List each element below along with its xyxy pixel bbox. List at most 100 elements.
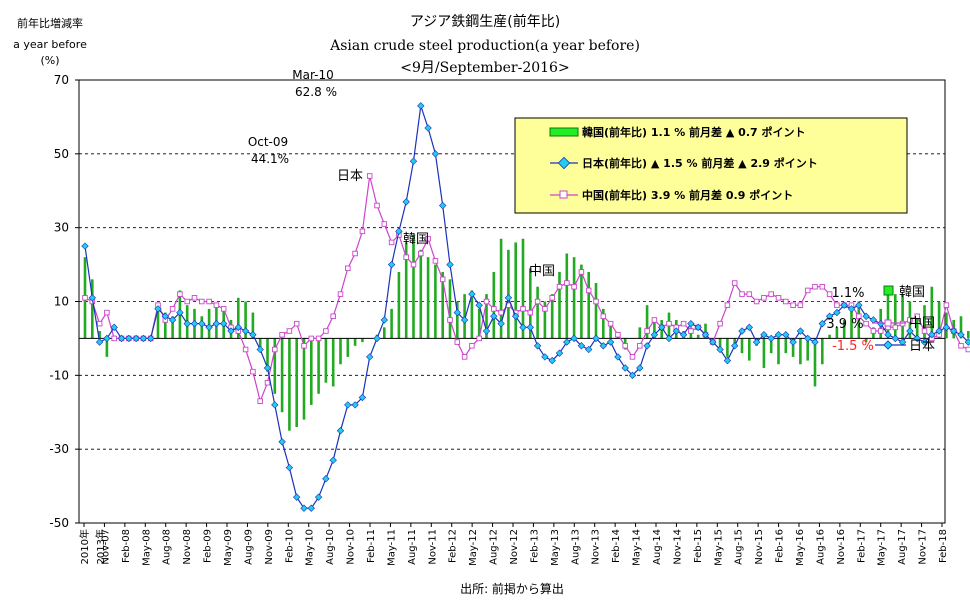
japan-point [519,323,527,332]
x-tick-label: May-10 [305,529,316,566]
y-tick-label: 50 [54,147,69,161]
japan-point [190,319,199,328]
japan-point [139,334,148,343]
china-point [593,298,599,305]
china-point [775,295,782,301]
korea-bar [609,323,612,339]
japan-point [147,334,155,343]
korea-bar [536,286,539,339]
china-point [352,250,358,257]
japan-point [825,312,834,320]
x-tick-label: Nov-12 [509,529,520,565]
japan-point [241,327,250,335]
legend-china-marker [559,190,568,199]
china-point [826,291,833,297]
japan-point [577,342,586,350]
china-point [425,235,431,242]
china-point [315,335,322,342]
x-tick-label: Nov-09 [264,529,275,565]
y-axis-title-en: a year before [13,38,87,51]
japan-point [833,308,841,317]
china-point [644,328,650,334]
china-point [892,324,899,331]
china-point [600,313,607,320]
china-point [374,202,380,209]
japan-point [752,338,761,346]
china-point [345,265,351,272]
korea-bar [696,334,700,339]
korea-bar [463,294,466,339]
japan-point [942,323,951,332]
japan-point [563,338,571,346]
japan-point [950,327,958,335]
korea-bar [237,297,240,339]
china-point [403,254,409,260]
korea-bar [448,279,452,339]
japan-point [307,504,315,512]
china-point [761,295,767,301]
china-point [520,306,526,312]
korea-bar [295,338,298,428]
korea-bar [244,301,247,339]
japan-point [176,308,184,317]
japan-point [570,334,578,343]
annotation-oct09-value: 44.1% [251,152,289,166]
x-tick-label: May-09 [223,529,234,566]
china-point [856,313,862,320]
china-point [578,269,585,275]
japan-point [417,102,425,110]
china-point [680,320,687,327]
china-point [96,320,103,327]
korea-bar [156,308,160,339]
japan-point [446,260,454,269]
japan-point [249,331,257,339]
china-point [549,295,555,301]
japan-point [278,438,286,446]
korea-bar [777,338,780,365]
china-point [498,309,504,316]
x-tick-label: Aug-08 [162,529,173,565]
source-note: 出所: 前掲から算出 [460,581,564,596]
y-tick-label: -50 [49,516,69,530]
korea-bar [769,338,773,354]
china-point [447,317,453,323]
japan-point [789,338,797,346]
korea-bar [485,294,488,339]
x-tick-label: Feb-16 [775,529,786,563]
japan-point [460,316,469,324]
japan-point [227,327,235,335]
korea-bar [653,319,656,339]
korea-bar [499,238,503,339]
korea-bar [959,316,963,339]
china-point [739,291,745,297]
x-tick-label: Feb-14 [611,529,622,563]
x-tick-label: Nov-08 [182,529,193,565]
korea-bar [602,308,605,339]
japan-point [117,334,126,343]
china-point [556,283,563,290]
china-point [286,328,293,334]
korea-bar [266,338,269,372]
japan-point [767,334,775,343]
korea-bar [813,338,817,387]
korea-bar [572,257,576,339]
korea-bar [587,271,590,339]
japan-point [701,331,710,339]
japan-point [81,242,89,250]
x-tick-label: Aug-15 [734,529,745,565]
china-point [184,298,190,305]
china-point [82,295,88,301]
china-point [476,335,482,342]
x-tick-label: Feb-08 [121,529,132,563]
x-tick-label: May-12 [468,529,479,566]
x-tick-label: Feb-13 [529,529,540,563]
korea-bar [550,294,554,339]
japan-point [811,338,819,346]
japan-point [665,334,673,343]
china-point [272,346,278,353]
x-tick-label: Nov-17 [918,529,929,565]
korea-bar [419,249,423,339]
legend-japan-text: 日本(前年比) ▲ 1.5 % 前月差 ▲ 2.9 ポイント [582,156,818,170]
japan-point [774,331,783,339]
end-china-name: 中国 [909,316,935,331]
